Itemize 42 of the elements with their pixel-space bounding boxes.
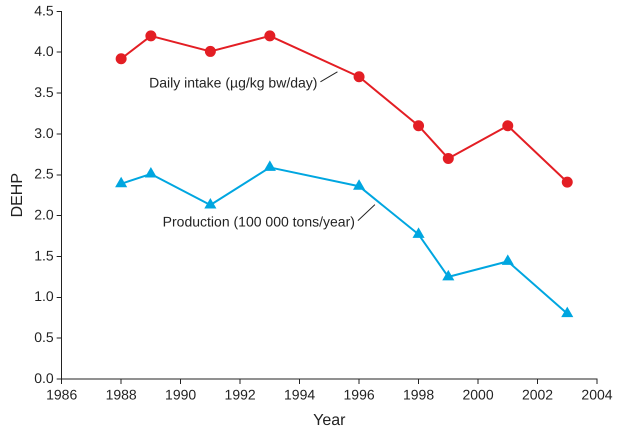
point <box>264 161 276 171</box>
x-tick-label: 2000 <box>462 386 494 402</box>
series-label: Production (100 000 tons/year) <box>162 214 355 230</box>
y-tick-label: 3.5 <box>34 84 54 100</box>
x-tick-label: 1986 <box>46 386 78 402</box>
point <box>442 152 454 164</box>
point <box>354 71 365 82</box>
point <box>145 30 156 42</box>
x-tick-label: 1996 <box>343 386 375 402</box>
series-label: Daily intake (µg/kg bw/day) <box>149 74 318 91</box>
point <box>146 168 156 178</box>
x-axis-title: Year <box>313 412 346 429</box>
y-axis-title: DEHP <box>9 172 26 218</box>
x-tick-label: 2002 <box>522 386 554 402</box>
point <box>116 53 127 64</box>
point <box>502 255 514 265</box>
y-tick-label: 4.5 <box>34 2 54 18</box>
x-tick-label: 1988 <box>106 386 137 402</box>
point <box>502 120 514 132</box>
y-tick-label: 2.5 <box>34 166 54 182</box>
y-tick-label: 4.0 <box>34 43 54 60</box>
x-tick-label: 1990 <box>165 386 196 402</box>
point <box>205 199 216 209</box>
y-tick-label: 3.0 <box>34 124 54 141</box>
point <box>442 270 454 280</box>
y-tick-label: 0.0 <box>34 370 54 386</box>
y-tick-label: 0.5 <box>34 329 54 346</box>
point <box>204 46 216 57</box>
point <box>116 178 126 188</box>
y-tick-label: 1.0 <box>34 288 54 304</box>
point <box>354 180 364 190</box>
point <box>413 228 424 238</box>
point <box>562 308 573 318</box>
x-tick-label: 2004 <box>581 386 613 402</box>
x-tick-label: 1992 <box>224 386 256 402</box>
point <box>264 30 276 42</box>
point <box>562 176 573 188</box>
y-tick-label: 2.0 <box>34 206 54 222</box>
x-tick-label: 1994 <box>284 386 316 402</box>
point <box>413 120 424 132</box>
x-tick-label: 1998 <box>402 386 434 402</box>
y-tick-label: 1.5 <box>34 247 54 264</box>
